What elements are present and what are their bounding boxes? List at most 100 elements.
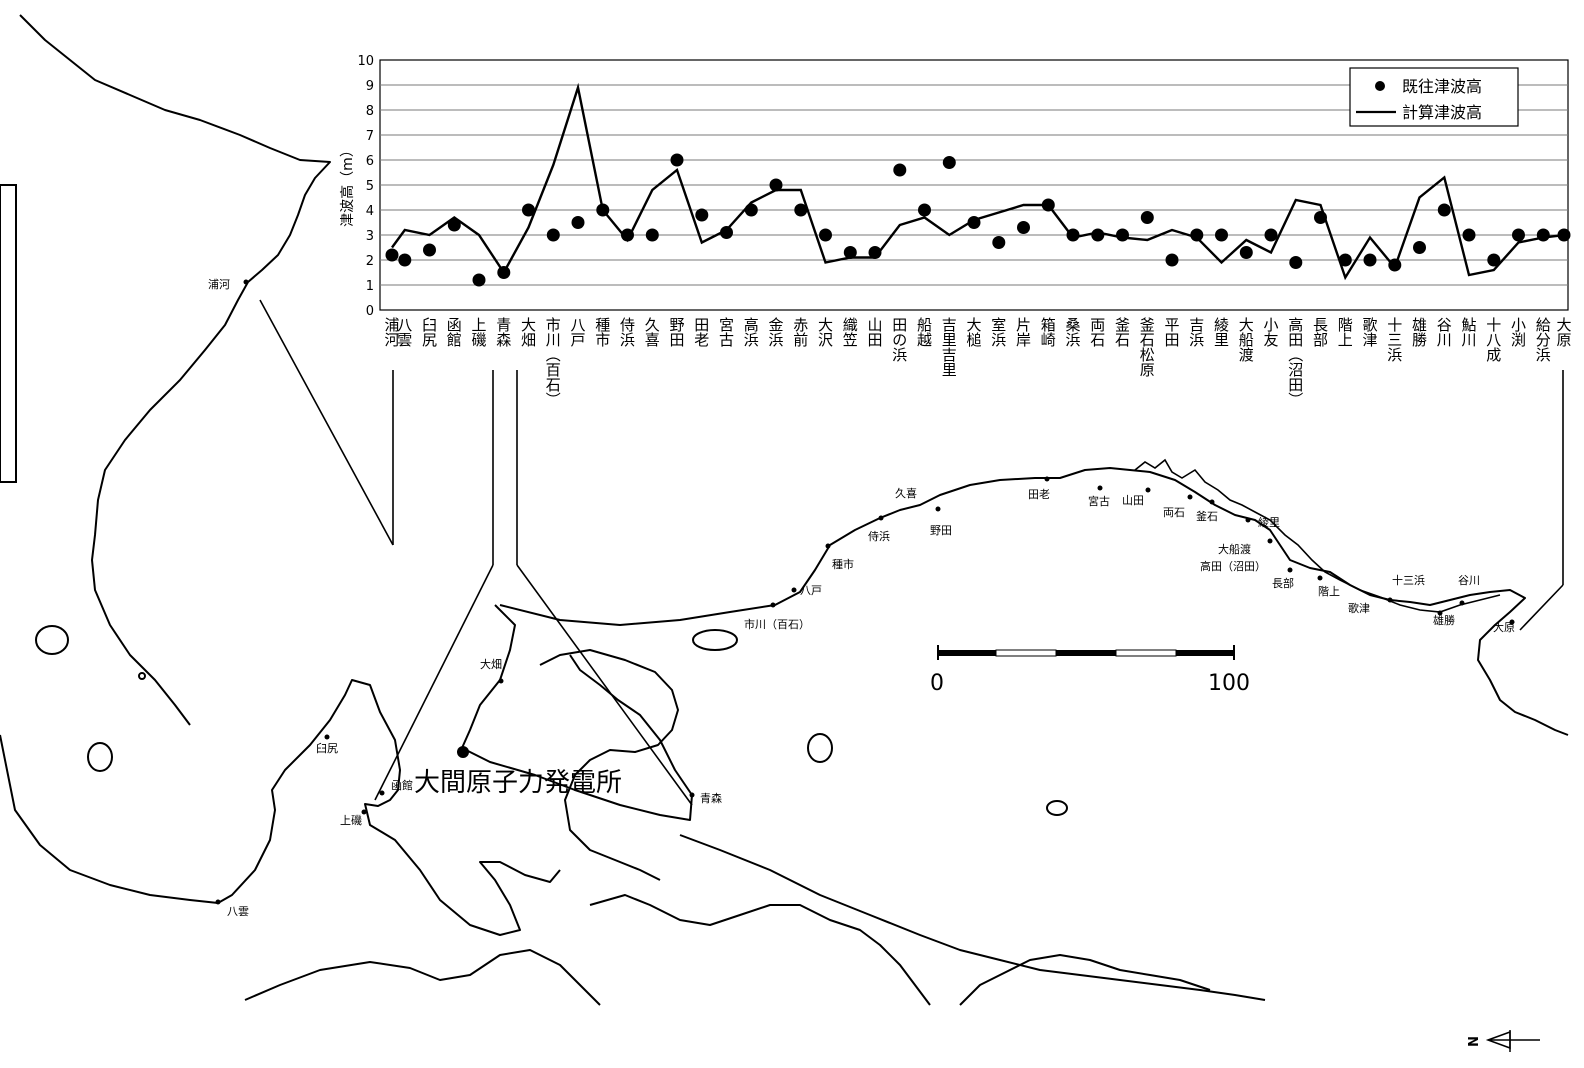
map-place-labels: 浦河 臼尻 函館 上磯 八雲 大畑 青森 市川（百石） 八戸 種市 侍浜 久喜 … bbox=[208, 278, 1515, 918]
place-label: 浦河 bbox=[208, 278, 230, 291]
place-label: 八戸 bbox=[800, 584, 822, 597]
legend-label-computed: 計算津波高 bbox=[1402, 103, 1482, 122]
category-label: 高田︵沼田︶ bbox=[1288, 316, 1303, 409]
category-label: 田老 bbox=[694, 316, 709, 349]
tohoku-south-coast bbox=[679, 834, 1266, 1001]
place-label: 大畑 bbox=[480, 657, 502, 671]
observed-height-point bbox=[1512, 228, 1525, 242]
y-tick-label: 1 bbox=[366, 279, 374, 294]
category-label: 大原 bbox=[1556, 316, 1571, 349]
place-label: 長部 bbox=[1272, 576, 1294, 590]
category-label: 大沢 bbox=[818, 316, 833, 349]
observed-height-point bbox=[1116, 228, 1129, 242]
connector-aomori-b bbox=[516, 564, 693, 806]
place-label: 谷川 bbox=[1458, 574, 1480, 587]
place-label: 種市 bbox=[832, 557, 854, 571]
category-label: 高浜 bbox=[744, 316, 759, 349]
place-label: 青森 bbox=[700, 791, 722, 805]
observed-height-point bbox=[621, 228, 634, 242]
y-tick-label: 2 bbox=[366, 254, 374, 269]
y-tick-label: 9 bbox=[366, 79, 374, 94]
category-label: 吉里吉里 bbox=[942, 316, 957, 379]
place-label: 市川（百石） bbox=[744, 617, 810, 631]
observed-height-point bbox=[1363, 253, 1377, 267]
place-label: 大原 bbox=[1493, 620, 1515, 634]
observed-height-point bbox=[423, 243, 436, 257]
observed-height-point bbox=[967, 216, 981, 229]
island-6 bbox=[138, 672, 146, 680]
observed-height-point bbox=[447, 218, 461, 232]
observed-height-point bbox=[769, 178, 783, 192]
place-label: 上磯 bbox=[340, 814, 362, 827]
place-label: 函館 bbox=[391, 778, 413, 792]
sanriku-rias bbox=[1134, 458, 1501, 613]
scale-label-zero: 0 bbox=[930, 671, 944, 696]
category-label: 釜石松原 bbox=[1140, 316, 1155, 379]
observed-height-point bbox=[819, 228, 832, 242]
category-label: 上磯 bbox=[471, 316, 486, 349]
oshima-peninsula-coast bbox=[0, 679, 561, 936]
oma-plant-label: 大間原子力発電所 bbox=[414, 768, 622, 798]
tohoku-pacific-coast bbox=[499, 467, 1569, 736]
category-label: 大畑 bbox=[521, 316, 536, 349]
connector-urakawa-b bbox=[259, 299, 394, 546]
observed-height-point bbox=[868, 246, 882, 259]
observed-height-point bbox=[546, 228, 560, 242]
shimokita-coast bbox=[461, 604, 693, 821]
category-label: 十八成 bbox=[1486, 316, 1501, 364]
category-label: 織笠 bbox=[843, 316, 858, 349]
tsunami-height-chart: 0 1 2 3 4 5 6 7 8 9 10 津波高（m） 浦河八雲臼尻函館上磯青森大畑市川︵百石︶… bbox=[339, 54, 1572, 409]
observed-height-point bbox=[1264, 228, 1278, 242]
place-label: 綾里 bbox=[1258, 516, 1280, 529]
observed-height-point bbox=[1462, 228, 1476, 242]
observed-height-point bbox=[1314, 211, 1327, 224]
observed-height-point bbox=[918, 203, 931, 217]
north-label: N bbox=[1464, 1036, 1479, 1047]
observed-height-point bbox=[1413, 241, 1426, 254]
bottom-coast-right bbox=[959, 954, 1211, 1006]
observed-height-point bbox=[472, 273, 486, 287]
observed-height-point bbox=[1487, 253, 1501, 267]
observed-height-point bbox=[1190, 228, 1204, 242]
observed-height-point bbox=[1536, 228, 1550, 242]
place-label: 宮古 bbox=[1088, 494, 1110, 508]
place-label: 階上 bbox=[1318, 584, 1340, 598]
scale-label-hundred: 100 bbox=[1208, 671, 1250, 696]
observed-height-point bbox=[1017, 221, 1030, 234]
place-label: 両石 bbox=[1163, 506, 1185, 519]
observed-height-point bbox=[794, 203, 808, 217]
mutsu-bay-coast bbox=[539, 649, 679, 881]
category-label: 青森 bbox=[496, 316, 511, 349]
place-label: 久喜 bbox=[895, 487, 917, 500]
category-label: 箱崎 bbox=[1041, 316, 1056, 349]
island-1 bbox=[35, 625, 69, 655]
category-label: 大槌 bbox=[966, 316, 981, 349]
observed-height-point bbox=[695, 208, 709, 222]
observed-height-point bbox=[744, 203, 758, 217]
y-tick-labels: 0 1 2 3 4 5 6 7 8 9 10 bbox=[357, 54, 374, 319]
category-label: 大船渡 bbox=[1239, 316, 1254, 364]
category-label: 長部 bbox=[1313, 316, 1328, 349]
island-2 bbox=[87, 742, 113, 772]
category-label: 種市 bbox=[595, 316, 610, 349]
category-label: 市川︵百石︶ bbox=[546, 316, 561, 409]
map-point-markers bbox=[215, 279, 1515, 905]
category-label: 平田 bbox=[1164, 316, 1179, 349]
place-label: 山田 bbox=[1122, 494, 1144, 507]
y-axis-label: 津波高（m） bbox=[339, 143, 356, 227]
observed-height-point bbox=[385, 248, 399, 262]
observed-height-point bbox=[1091, 228, 1105, 242]
category-label: 桑浜 bbox=[1065, 316, 1080, 349]
y-tick-label: 8 bbox=[366, 104, 374, 119]
place-label: 雄勝 bbox=[1433, 613, 1455, 627]
place-label: 釜石 bbox=[1196, 509, 1218, 523]
connector-ohara-b bbox=[1519, 584, 1564, 631]
y-tick-label: 10 bbox=[357, 54, 374, 69]
category-label: 小友 bbox=[1263, 316, 1278, 349]
category-label: 両石 bbox=[1090, 316, 1105, 349]
north-arrow-icon: N bbox=[1464, 1030, 1540, 1052]
category-label: 室浜 bbox=[991, 316, 1006, 349]
observed-height-point bbox=[670, 153, 684, 167]
